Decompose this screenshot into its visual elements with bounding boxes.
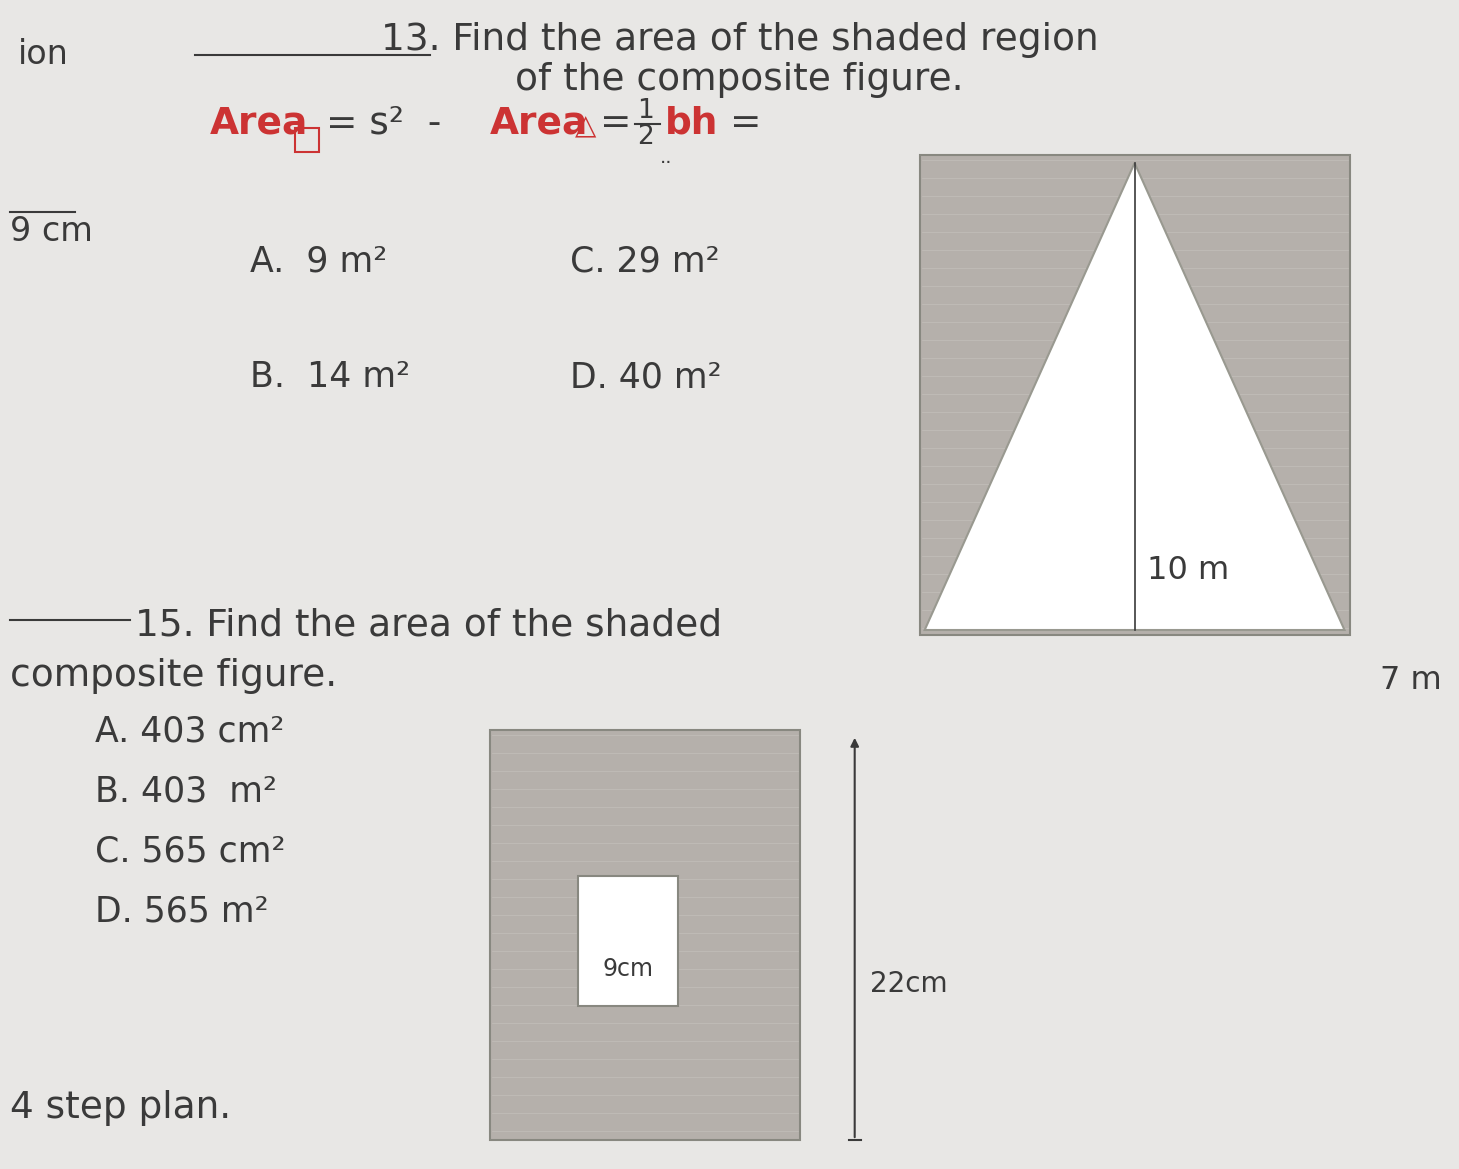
Text: 1: 1 <box>636 98 654 124</box>
Text: 2: 2 <box>636 124 654 150</box>
Polygon shape <box>925 162 1345 630</box>
Text: ion: ion <box>18 39 69 71</box>
Text: 4 step plan.: 4 step plan. <box>10 1090 231 1126</box>
Text: 22cm: 22cm <box>870 970 947 998</box>
Text: composite figure.: composite figure. <box>10 658 337 694</box>
Text: =: = <box>600 105 632 141</box>
Text: = s²  -: = s² - <box>325 105 441 141</box>
Bar <box>578 876 678 1005</box>
Bar <box>919 155 1350 635</box>
Text: of the composite figure.: of the composite figure. <box>515 62 964 98</box>
Text: Area: Area <box>210 105 308 141</box>
Text: A. 403 cm²: A. 403 cm² <box>95 715 285 749</box>
Text: 10 m: 10 m <box>1147 555 1228 586</box>
Bar <box>490 729 800 1140</box>
Text: =: = <box>730 105 762 141</box>
Text: 15. Find the area of the shaded: 15. Find the area of the shaded <box>134 608 722 644</box>
Text: C. 29 m²: C. 29 m² <box>570 245 719 279</box>
Text: △: △ <box>575 112 597 140</box>
Text: bh: bh <box>665 105 718 141</box>
Text: 9cm: 9cm <box>603 957 654 981</box>
Text: B. 403  m²: B. 403 m² <box>95 775 277 809</box>
Bar <box>295 127 320 152</box>
Text: A.  9 m²: A. 9 m² <box>249 245 387 279</box>
Text: 7 m: 7 m <box>1380 665 1441 696</box>
Text: D. 565 m²: D. 565 m² <box>95 895 268 929</box>
Text: B.  14 m²: B. 14 m² <box>249 360 410 394</box>
Text: Area: Area <box>490 105 588 141</box>
Text: D. 40 m²: D. 40 m² <box>570 360 721 394</box>
Text: ..: .. <box>659 148 673 167</box>
Text: C. 565 cm²: C. 565 cm² <box>95 835 286 869</box>
Text: 9 cm: 9 cm <box>10 215 93 248</box>
Text: 13. Find the area of the shaded region: 13. Find the area of the shaded region <box>381 22 1099 58</box>
